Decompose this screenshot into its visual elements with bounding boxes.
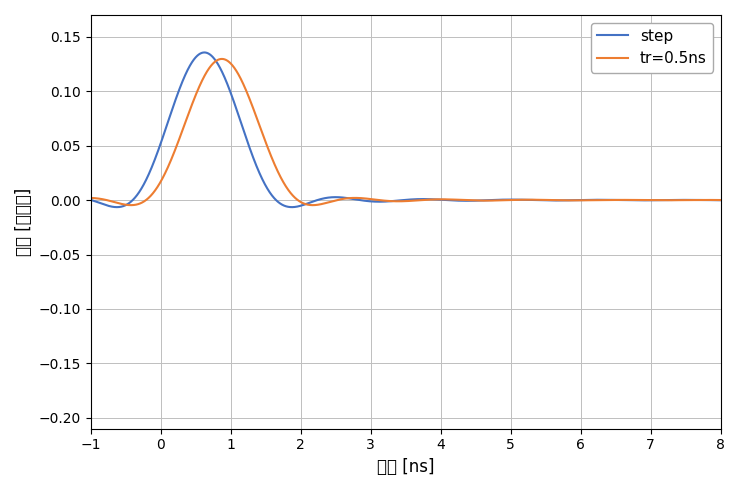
Line: step: step: [91, 53, 721, 207]
Y-axis label: 振幅 [正規化]: 振幅 [正規化]: [15, 188, 33, 256]
step: [682, 197, 691, 203]
step: [87, 197, 95, 203]
step: [305, 200, 314, 206]
tr=0.5ns: [716, 197, 725, 203]
tr=0.5ns: [602, 197, 611, 203]
tr=0.5ns: [218, 56, 226, 62]
tr=0.5ns: [305, 202, 314, 208]
tr=0.5ns: [682, 197, 691, 203]
X-axis label: 時間 [ns]: 時間 [ns]: [377, 458, 434, 476]
step: [287, 204, 296, 210]
Line: tr=0.5ns: tr=0.5ns: [91, 59, 721, 205]
tr=0.5ns: [606, 197, 615, 203]
step: [606, 197, 615, 203]
tr=0.5ns: [391, 198, 400, 204]
step: [602, 197, 611, 203]
step: [200, 50, 209, 55]
tr=0.5ns: [117, 201, 126, 207]
step: [117, 204, 126, 210]
tr=0.5ns: [87, 195, 95, 201]
step: [391, 198, 400, 204]
step: [716, 197, 725, 203]
tr=0.5ns: [309, 202, 317, 208]
Legend: step, tr=0.5ns: step, tr=0.5ns: [591, 23, 713, 73]
